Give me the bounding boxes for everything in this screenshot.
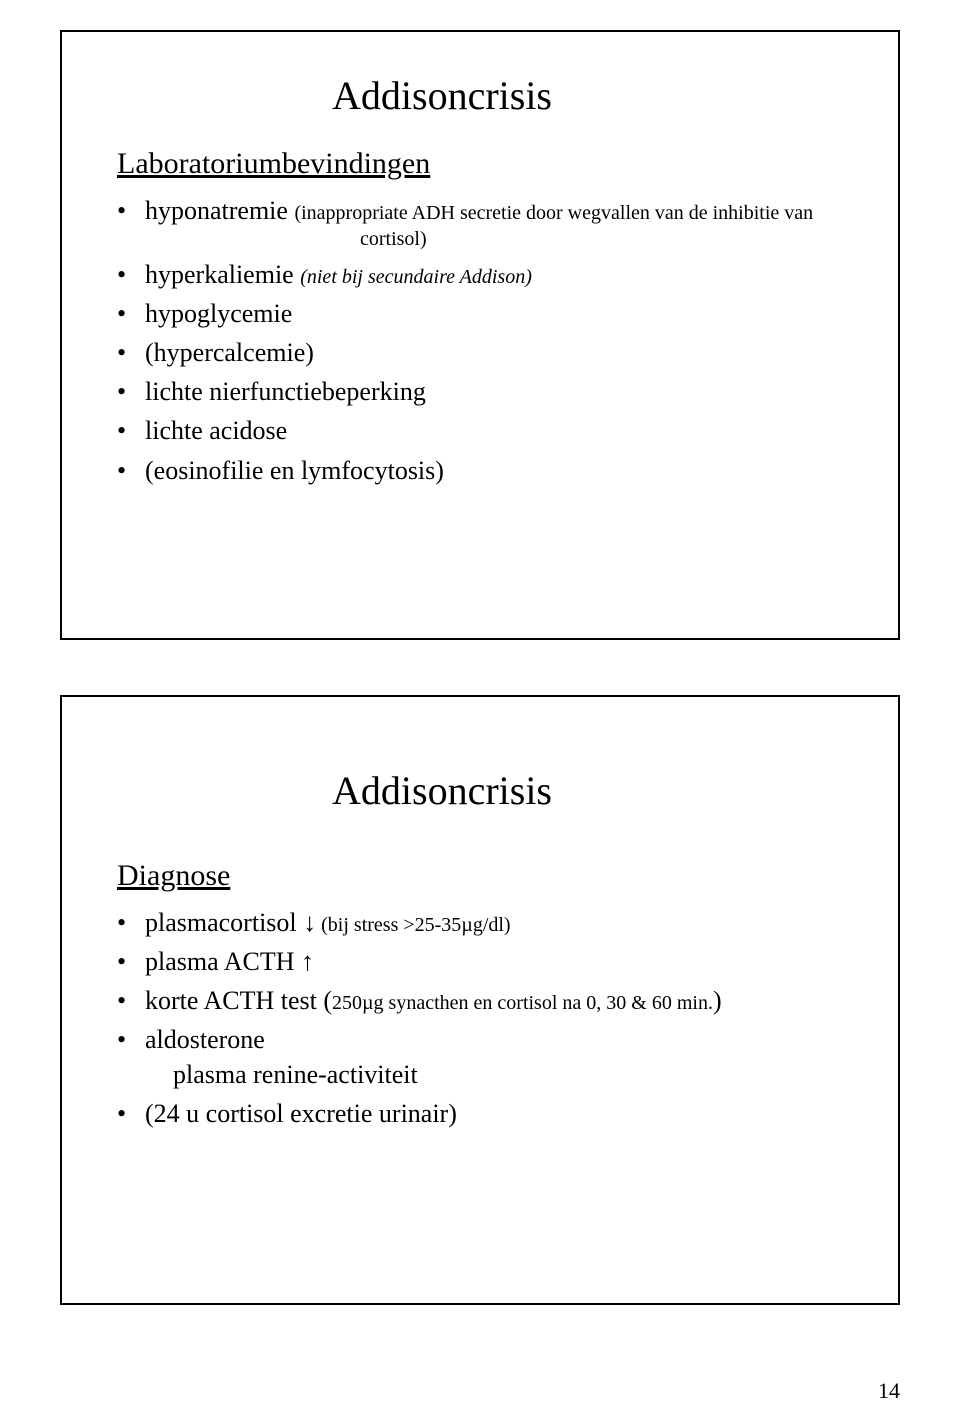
item-text: korte ACTH test (: [145, 986, 332, 1015]
list-item: aldosterone plasma renine-activiteit: [117, 1022, 843, 1092]
list-item: hyponatremie (inappropriate ADH secretie…: [117, 193, 843, 253]
item-text-b: ): [713, 986, 722, 1015]
item-text: lichte nierfunctiebeperking: [145, 377, 426, 406]
item-text: (hypercalcemie): [145, 338, 314, 367]
item-text: aldosterone: [145, 1025, 265, 1054]
down-arrow-icon: ↓: [303, 908, 316, 937]
item-text: (24 u cortisol excretie urinair): [145, 1099, 457, 1128]
item-text: lichte acidose: [145, 416, 287, 445]
slide-2: Addisoncrisis Diagnose plasmacortisol ↓ …: [60, 695, 900, 1305]
list-item: lichte nierfunctiebeperking: [117, 374, 843, 409]
slide2-title: Addisoncrisis: [332, 767, 843, 814]
slide1-title: Addisoncrisis: [332, 72, 843, 119]
slide2-list: plasmacortisol ↓ (bij stress >25-35µg/dl…: [117, 905, 843, 1132]
item-text: hypoglycemie: [145, 299, 292, 328]
item-indent-line: plasma renine-activiteit: [173, 1057, 843, 1092]
slide1-section-heading: Laboratoriumbevindingen: [117, 147, 843, 181]
item-cortisol-note: cortisol): [360, 226, 843, 253]
slide2-section-heading: Diagnose: [117, 859, 843, 893]
slide-1: Addisoncrisis Laboratoriumbevindingen hy…: [60, 30, 900, 640]
list-item: (24 u cortisol excretie urinair): [117, 1096, 843, 1131]
item-text: hyperkaliemie: [145, 260, 300, 289]
list-item: hypoglycemie: [117, 296, 843, 331]
list-item: plasma ACTH ↑: [117, 944, 843, 979]
list-item: hyperkaliemie (niet bij secundaire Addis…: [117, 257, 843, 292]
item-text: (eosinofilie en lymfocytosis): [145, 456, 444, 485]
item-text: plasma ACTH: [145, 947, 301, 976]
item-text: hyponatremie: [145, 196, 294, 225]
page-number: 14: [878, 1378, 900, 1404]
item-small: 250µg synacthen en cortisol na 0, 30 & 6…: [332, 992, 713, 1014]
list-item: (eosinofilie en lymfocytosis): [117, 453, 843, 488]
item-small: (bij stress >25-35µg/dl): [316, 914, 510, 936]
item-italic-small: (niet bij secundaire Addison): [300, 266, 532, 288]
up-arrow-icon: ↑: [301, 947, 314, 976]
item-small: (inappropriate ADH secretie door wegvall…: [294, 202, 813, 224]
list-item: (hypercalcemie): [117, 335, 843, 370]
list-item: plasmacortisol ↓ (bij stress >25-35µg/dl…: [117, 905, 843, 940]
item-text: plasmacortisol: [145, 908, 303, 937]
slide1-list: hyponatremie (inappropriate ADH secretie…: [117, 193, 843, 488]
list-item: korte ACTH test (250µg synacthen en cort…: [117, 983, 843, 1018]
list-item: lichte acidose: [117, 413, 843, 448]
